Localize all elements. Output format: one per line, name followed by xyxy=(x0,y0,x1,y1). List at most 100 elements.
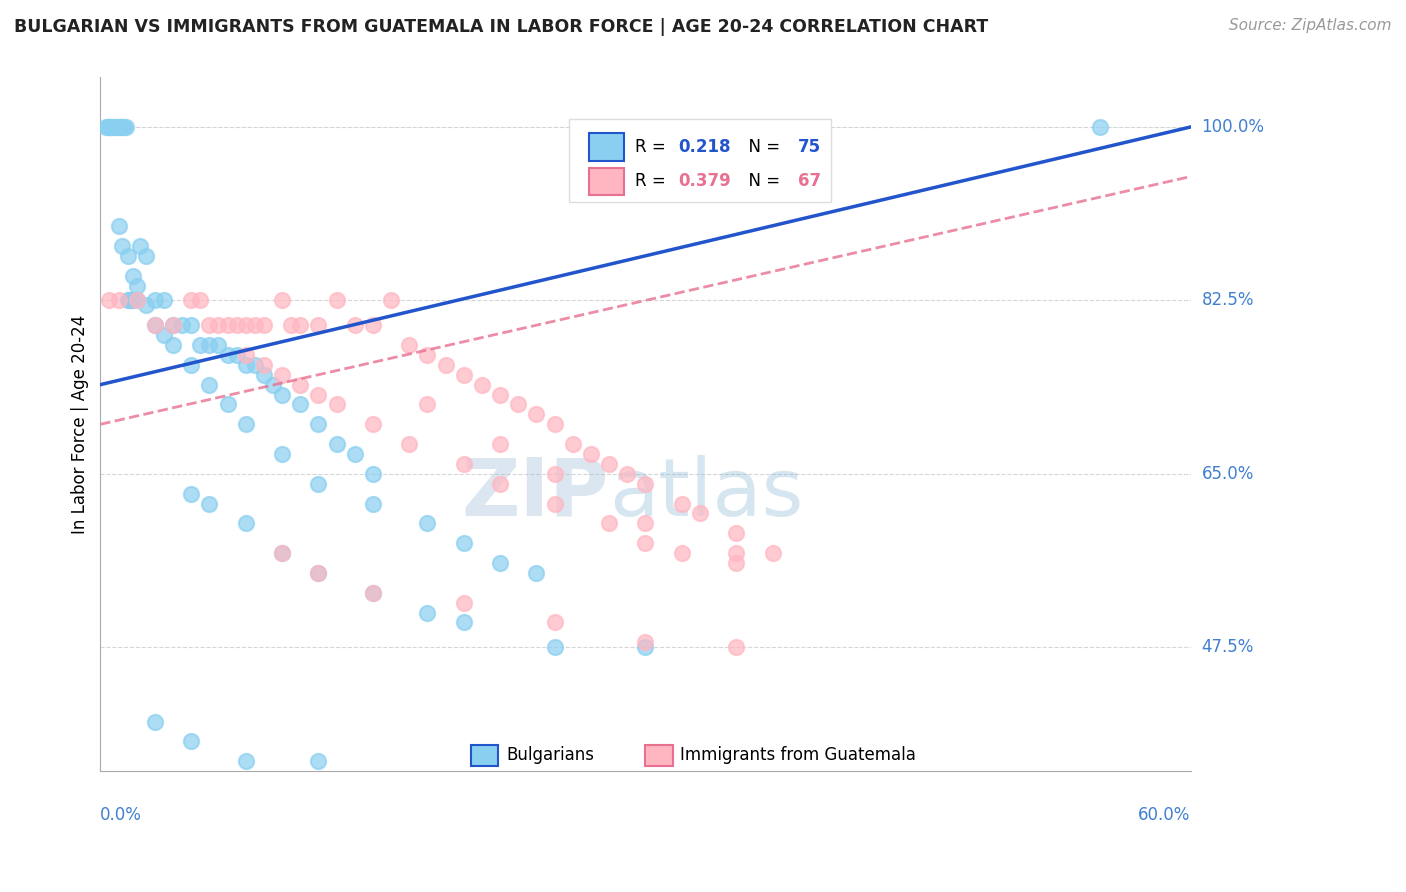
Point xyxy=(162,318,184,333)
Point xyxy=(508,397,530,411)
Point xyxy=(94,120,117,134)
Point xyxy=(307,417,329,432)
Point xyxy=(725,546,748,560)
Point xyxy=(125,293,148,308)
Point xyxy=(129,239,152,253)
Point xyxy=(111,120,134,134)
Text: 0.0%: 0.0% xyxy=(100,805,142,824)
Text: ZIP: ZIP xyxy=(461,455,609,533)
Point xyxy=(97,120,120,134)
Text: 47.5%: 47.5% xyxy=(1202,639,1254,657)
Point xyxy=(671,546,693,560)
Point xyxy=(98,120,121,134)
Text: Bulgarians: Bulgarians xyxy=(506,747,593,764)
Point xyxy=(725,640,748,655)
Text: 100.0%: 100.0% xyxy=(1202,118,1264,136)
Point xyxy=(543,497,565,511)
Point xyxy=(361,586,384,600)
Text: 82.5%: 82.5% xyxy=(1202,292,1254,310)
Text: Source: ZipAtlas.com: Source: ZipAtlas.com xyxy=(1229,18,1392,33)
Point xyxy=(416,348,439,362)
Point xyxy=(225,318,247,333)
Point xyxy=(634,536,657,550)
Point xyxy=(634,640,657,655)
Point xyxy=(110,120,132,134)
Point xyxy=(207,318,229,333)
Point xyxy=(235,516,257,531)
Point xyxy=(198,377,221,392)
Text: 0.218: 0.218 xyxy=(678,137,731,156)
Point xyxy=(135,298,157,312)
Text: N =: N = xyxy=(738,172,786,191)
Point xyxy=(634,635,657,649)
Point xyxy=(225,348,247,362)
Point xyxy=(105,120,128,134)
Point xyxy=(361,417,384,432)
Point xyxy=(122,293,145,308)
Text: 0.379: 0.379 xyxy=(678,172,731,191)
Point xyxy=(271,546,294,560)
Point xyxy=(453,596,475,610)
Point xyxy=(243,358,266,372)
Point xyxy=(598,516,620,531)
Point xyxy=(526,566,548,580)
Point xyxy=(361,467,384,481)
Point xyxy=(361,586,384,600)
Text: R =: R = xyxy=(634,172,671,191)
Point xyxy=(307,566,329,580)
Point xyxy=(198,497,221,511)
Point xyxy=(725,526,748,541)
Point xyxy=(198,338,221,352)
Point xyxy=(122,268,145,283)
Point xyxy=(634,476,657,491)
Text: 67: 67 xyxy=(799,172,821,191)
Y-axis label: In Labor Force | Age 20-24: In Labor Force | Age 20-24 xyxy=(72,315,89,534)
Point xyxy=(361,497,384,511)
Point xyxy=(271,387,294,401)
Point xyxy=(235,348,257,362)
Point xyxy=(104,120,127,134)
Point xyxy=(143,714,166,729)
Point xyxy=(1088,120,1111,134)
FancyBboxPatch shape xyxy=(471,745,498,765)
Point xyxy=(135,249,157,263)
Point xyxy=(453,457,475,471)
Point xyxy=(117,249,139,263)
Point xyxy=(98,120,121,134)
Point xyxy=(180,358,202,372)
Point xyxy=(235,417,257,432)
Point xyxy=(398,338,420,352)
FancyBboxPatch shape xyxy=(589,133,624,161)
Point xyxy=(561,437,583,451)
Text: Immigrants from Guatemala: Immigrants from Guatemala xyxy=(681,747,917,764)
Point xyxy=(118,293,141,308)
Point xyxy=(180,734,202,748)
Point xyxy=(180,486,202,500)
Text: R =: R = xyxy=(634,137,671,156)
Point xyxy=(325,293,347,308)
Point xyxy=(112,120,135,134)
Point xyxy=(117,293,139,308)
Point xyxy=(689,507,711,521)
Point xyxy=(290,318,312,333)
Point xyxy=(725,556,748,570)
Point xyxy=(120,293,142,308)
Point xyxy=(235,754,257,768)
Point xyxy=(361,318,384,333)
Point xyxy=(114,120,136,134)
Point xyxy=(271,293,294,308)
Point xyxy=(434,358,457,372)
Point xyxy=(280,318,302,333)
Point xyxy=(671,497,693,511)
Point xyxy=(543,417,565,432)
Point xyxy=(579,447,602,461)
Point xyxy=(217,318,239,333)
Point xyxy=(172,318,194,333)
Text: atlas: atlas xyxy=(609,455,803,533)
Point xyxy=(180,318,202,333)
Point xyxy=(489,476,512,491)
Point xyxy=(616,467,638,481)
Point xyxy=(416,516,439,531)
Point xyxy=(271,546,294,560)
Point xyxy=(153,328,176,343)
